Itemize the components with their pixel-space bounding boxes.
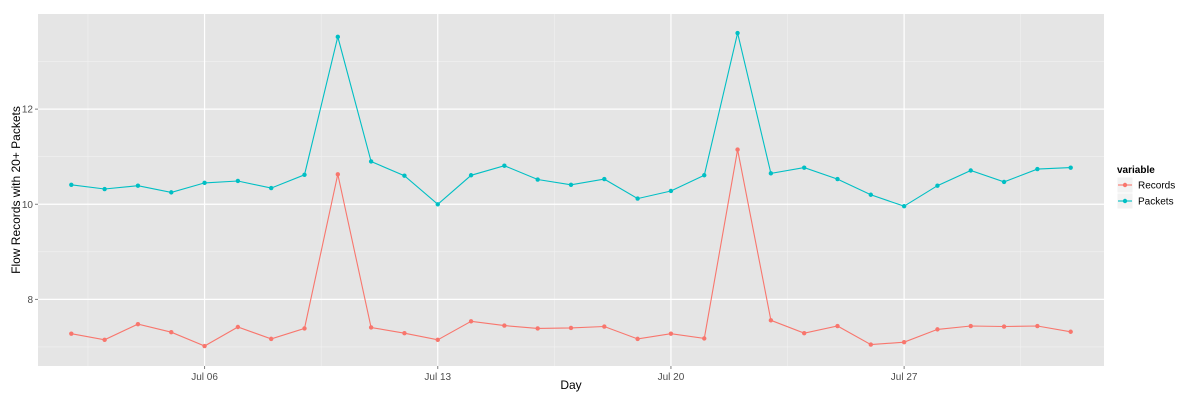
- data-point-records: [69, 331, 74, 336]
- data-point-records: [402, 330, 407, 336]
- data-point-records: [1035, 323, 1040, 329]
- y-tick-label: 12: [22, 105, 34, 116]
- data-point-packets: [835, 176, 840, 182]
- data-point-packets: [302, 172, 307, 177]
- data-point-records: [768, 318, 774, 323]
- series-layer: [69, 30, 1073, 349]
- legend-key-point: [1122, 182, 1128, 188]
- data-point-packets: [468, 173, 474, 178]
- minor-gridlines: [38, 14, 1104, 366]
- data-point-packets: [368, 159, 374, 164]
- data-point-records: [935, 327, 940, 332]
- data-point-packets: [702, 173, 707, 178]
- data-point-records: [835, 323, 840, 329]
- data-point-packets: [268, 185, 274, 191]
- data-point-records: [968, 323, 973, 329]
- data-point-records: [568, 325, 574, 331]
- data-point-packets: [868, 192, 874, 197]
- data-point-records: [535, 326, 540, 331]
- data-point-records: [302, 326, 307, 331]
- data-point-packets: [402, 173, 407, 178]
- data-point-packets: [335, 34, 341, 40]
- data-point-records: [1001, 324, 1007, 329]
- data-point-packets: [668, 188, 674, 194]
- data-point-records: [702, 336, 707, 341]
- x-tick-label: Jul 13: [424, 372, 451, 383]
- data-point-packets: [535, 177, 540, 182]
- legend-title: variable: [1117, 165, 1155, 176]
- data-point-packets: [502, 163, 507, 168]
- data-point-records: [468, 319, 474, 324]
- legend-key-point: [1122, 198, 1128, 204]
- data-point-records: [368, 325, 374, 330]
- data-point-packets: [1001, 179, 1007, 185]
- data-point-packets: [735, 30, 740, 36]
- data-point-packets: [202, 180, 207, 186]
- y-axis-title: Flow Records with 20+ Packets: [9, 106, 23, 274]
- data-point-records: [202, 343, 207, 349]
- data-point-records: [735, 147, 740, 152]
- data-point-records: [602, 324, 607, 329]
- data-point-packets: [69, 182, 74, 187]
- data-point-records: [868, 342, 874, 347]
- panel-background: [38, 14, 1104, 366]
- x-axis: Jul 06 Jul 13 Jul 20 Jul 27: [191, 366, 918, 383]
- data-point-packets: [235, 178, 241, 184]
- y-tick-label: 10: [22, 200, 34, 211]
- data-point-records: [268, 336, 274, 342]
- data-point-packets: [901, 203, 907, 209]
- data-point-packets: [1068, 165, 1073, 170]
- data-point-records: [1068, 329, 1073, 334]
- data-point-records: [435, 337, 440, 343]
- major-gridlines: [38, 14, 1104, 366]
- data-point-packets: [135, 183, 141, 188]
- y-tick-label: 8: [27, 295, 33, 306]
- data-point-records: [235, 324, 241, 330]
- data-point-packets: [169, 190, 174, 195]
- x-tick-label: Jul 20: [658, 372, 685, 383]
- data-point-packets: [935, 183, 940, 188]
- data-point-records: [901, 340, 907, 345]
- data-point-records: [502, 323, 507, 328]
- legend-label-packets: Packets: [1138, 197, 1174, 208]
- data-point-packets: [602, 176, 607, 182]
- data-point-packets: [801, 165, 807, 170]
- data-point-records: [102, 337, 107, 343]
- data-point-records: [635, 336, 640, 342]
- data-point-records: [135, 321, 141, 327]
- data-point-packets: [568, 182, 574, 187]
- data-point-records: [335, 172, 341, 177]
- data-point-packets: [635, 196, 640, 201]
- data-point-records: [169, 330, 174, 335]
- data-point-packets: [968, 168, 973, 173]
- data-point-packets: [102, 186, 107, 192]
- x-tick-label: Jul 27: [891, 372, 918, 383]
- x-axis-title: Day: [560, 378, 581, 392]
- data-point-packets: [435, 202, 440, 207]
- data-point-packets: [768, 171, 774, 176]
- legend-label-records: Records: [1138, 181, 1175, 192]
- data-point-packets: [1035, 166, 1040, 172]
- x-tick-label: Jul 06: [191, 372, 218, 383]
- data-point-records: [668, 331, 674, 336]
- data-point-records: [801, 330, 807, 336]
- legend: variable Records Packets: [1116, 165, 1175, 210]
- y-axis: 8 10 12: [22, 105, 38, 306]
